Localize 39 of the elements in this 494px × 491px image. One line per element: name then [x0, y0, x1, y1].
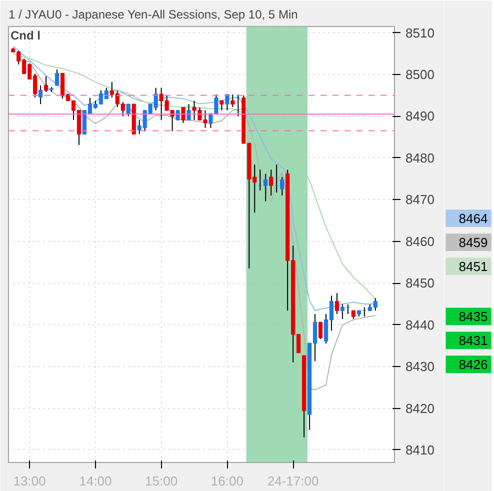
- y-tick-label: 8470: [406, 192, 434, 208]
- candlestick: [220, 100, 224, 111]
- y-tick-label: 8410: [406, 442, 434, 458]
- candlestick: [126, 104, 130, 117]
- y-tick-label: 8440: [406, 317, 434, 332]
- candlestick: [269, 169, 274, 196]
- annotation: Cnd l: [10, 28, 40, 42]
- x-tick-label: 14:00: [79, 474, 112, 488]
- candlestick: [318, 322, 323, 340]
- text: 8459: [458, 234, 488, 250]
- candlestick: [181, 106, 186, 124]
- x-tick-label: 13:00: [13, 474, 46, 488]
- chart-title: 1 / JYAU0 - Japanese Yen-All Sessions, Sep 10, 5 Min: [8, 8, 298, 22]
- x-tick-label: 24-17:00: [267, 474, 319, 488]
- candlestick: [44, 76, 48, 93]
- text: 8431: [458, 332, 488, 348]
- y-tick-label: 8510: [406, 25, 434, 40]
- candlestick: [214, 94, 218, 114]
- x-tick-label: 16:00: [210, 474, 244, 488]
- y-tick-label: 8490: [406, 108, 434, 124]
- y-tick-label: 8500: [406, 66, 434, 82]
- candlestick: [334, 292, 340, 314]
- x-tick-label: 15:00: [145, 474, 178, 488]
- y-tick-label: 8430: [406, 359, 434, 374]
- candlestick: [54, 68, 60, 86]
- candlestick: [340, 304, 345, 320]
- candlestick: [208, 113, 213, 128]
- text: 8464: [458, 210, 488, 226]
- candlestick: [186, 104, 191, 120]
- y-tick-label: 8450: [406, 276, 434, 291]
- y-tick-label: 8420: [406, 400, 434, 416]
- y-tick-label: 8460: [406, 234, 434, 249]
- candlestick: [38, 84, 43, 105]
- y-tick-label: 8480: [406, 150, 434, 166]
- text: 8426: [458, 356, 488, 372]
- text: 8451: [458, 258, 488, 274]
- candlestick: [280, 176, 284, 196]
- text: 8435: [458, 308, 488, 324]
- candlestick: [230, 94, 235, 108]
